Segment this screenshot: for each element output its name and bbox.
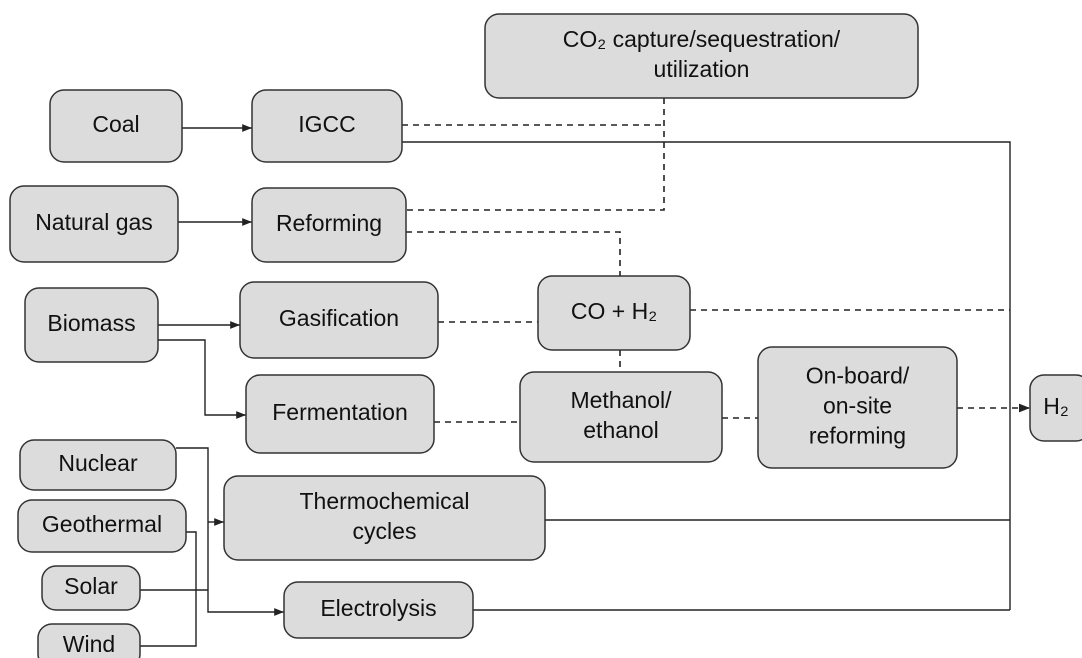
node-label: IGCC [298, 111, 356, 137]
node-box [37, 623, 141, 658]
node: Gasification [239, 281, 439, 359]
dashed-line [406, 98, 665, 211]
node: Wind [37, 623, 141, 658]
node: Electrolysis [283, 581, 474, 639]
node-box [757, 346, 958, 469]
node-box [24, 287, 159, 363]
node-box [239, 281, 439, 359]
node: Fermentation [245, 374, 435, 454]
node-box [49, 89, 183, 163]
node: IGCC [251, 89, 403, 163]
node-label: Methanol/ [570, 387, 672, 413]
node-label: Geothermal [42, 511, 162, 537]
node-label: Biomass [47, 310, 135, 336]
node-label: Gasification [279, 305, 399, 331]
node-box [19, 439, 177, 491]
node-label: ethanol [583, 417, 658, 443]
node-box [484, 13, 919, 99]
node-label: Solar [64, 573, 118, 599]
node: Methanol/ethanol [519, 371, 723, 463]
node-label: CO + H₂ [571, 298, 657, 324]
node-box [223, 475, 546, 561]
arrow [158, 339, 246, 419]
node-box [537, 275, 691, 351]
node-label: on-site [823, 393, 892, 419]
node-label: Coal [92, 111, 139, 137]
node: CO + H₂ [537, 275, 691, 351]
nodes: CO₂ capture/sequestration/utilization Coa… [9, 13, 1082, 658]
node: Solar [41, 565, 141, 611]
connectors [140, 98, 1030, 647]
node-label: utilization [654, 56, 750, 82]
node-box [17, 499, 187, 553]
node-label: Wind [63, 631, 115, 657]
node-label: cycles [353, 518, 417, 544]
node-box [41, 565, 141, 611]
node-label: reforming [809, 423, 906, 449]
node: Nuclear [19, 439, 177, 491]
node-label: Electrolysis [320, 595, 436, 621]
node-label: Nuclear [58, 450, 138, 476]
node-label: H₂ [1043, 393, 1069, 419]
node-label: On-board/ [806, 363, 910, 389]
node-label: Fermentation [272, 399, 408, 425]
node: Thermochemical cycles [223, 475, 546, 561]
line [402, 141, 1011, 610]
node: CO₂ capture/sequestration/utilization [484, 13, 919, 99]
node-box [283, 581, 474, 639]
node-label: Natural gas [35, 209, 153, 235]
node-box [245, 374, 435, 454]
node-box [1029, 374, 1082, 442]
node-box [519, 371, 723, 463]
node: Biomass [24, 287, 159, 363]
arrow [176, 447, 284, 616]
node: On-board/on-site reforming [757, 346, 958, 469]
node-label: Reforming [276, 210, 382, 236]
node: Natural gas [9, 185, 179, 263]
node: Reforming [251, 187, 407, 263]
node-box [9, 185, 179, 263]
node-label: Thermochemical [300, 488, 470, 514]
node-box [251, 187, 407, 263]
node: Coal [49, 89, 183, 163]
node-box [251, 89, 403, 163]
node: H₂ [1029, 374, 1082, 442]
dashed-line [406, 231, 621, 276]
line [140, 531, 197, 647]
node: Geothermal [17, 499, 187, 553]
node-label: CO₂ capture/sequestration/ [563, 26, 841, 52]
